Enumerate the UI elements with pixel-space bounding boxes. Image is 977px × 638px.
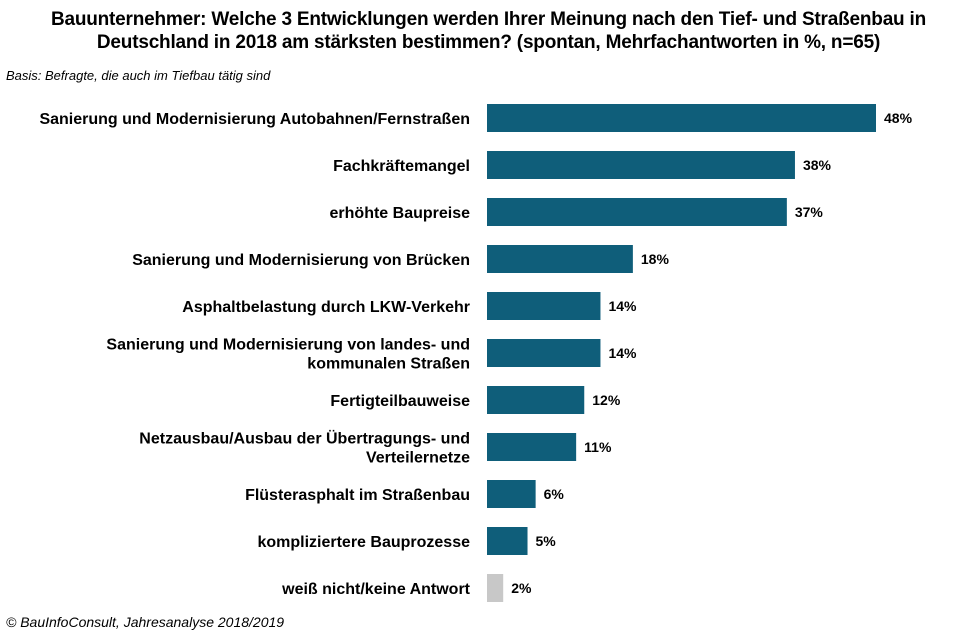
bar-3: [487, 245, 633, 273]
category-label-1: Fachkräftemangel: [333, 158, 470, 175]
bar-5: [487, 339, 601, 367]
bar-2: [487, 198, 787, 226]
value-label-4: 14%: [608, 298, 637, 314]
category-label-8: Flüsterasphalt im Straßenbau: [245, 487, 470, 504]
source-note: © BauInfoConsult, Jahresanalyse 2018/201…: [6, 614, 285, 630]
value-label-10: 2%: [511, 580, 532, 596]
bar-4: [487, 292, 601, 320]
category-label-10: weiß nicht/keine Antwort: [281, 581, 471, 598]
chart-title-line-2: Deutschland in 2018 am stärksten bestimm…: [96, 32, 881, 53]
category-label-2: erhöhte Baupreise: [330, 205, 471, 222]
value-label-0: 48%: [884, 110, 913, 126]
value-label-7: 11%: [584, 439, 612, 455]
bar-10: [487, 574, 504, 602]
chart-title: Bauunternehmer: Welche 3 Entwicklungen w…: [0, 8, 977, 54]
category-label-5: Sanierung und Modernisierung von landes-…: [106, 337, 470, 373]
value-label-8: 6%: [544, 486, 565, 502]
bar-7: [487, 433, 577, 461]
value-label-9: 5%: [536, 533, 557, 549]
value-label-3: 18%: [641, 251, 670, 267]
category-label-7: Netzausbau/Ausbau der Übertragungs- und V…: [139, 429, 470, 467]
value-label-6: 12%: [592, 392, 621, 408]
value-label-1: 38%: [803, 157, 832, 173]
category-label-9: kompliziertere Bauprozesse: [257, 534, 470, 551]
bar-1: [487, 151, 795, 179]
category-label-6: Fertigteilbauweise: [330, 393, 470, 410]
bar-9: [487, 527, 528, 555]
value-label-5: 14%: [608, 345, 637, 361]
value-label-2: 37%: [795, 204, 824, 220]
bar-8: [487, 480, 536, 508]
category-label-4: Asphaltbelastung durch LKW-Verkehr: [182, 299, 470, 316]
category-label-3: Sanierung und Modernisierung von Brücken: [132, 252, 470, 269]
bar-0: [487, 104, 876, 132]
category-label-0: Sanierung und Modernisierung Autobahnen/…: [39, 111, 470, 128]
chart-title-line-1: Bauunternehmer: Welche 3 Entwicklungen w…: [50, 9, 927, 30]
basis-note: Basis: Befragte, die auch im Tiefbau tät…: [6, 68, 271, 83]
bar-6: [487, 386, 585, 414]
